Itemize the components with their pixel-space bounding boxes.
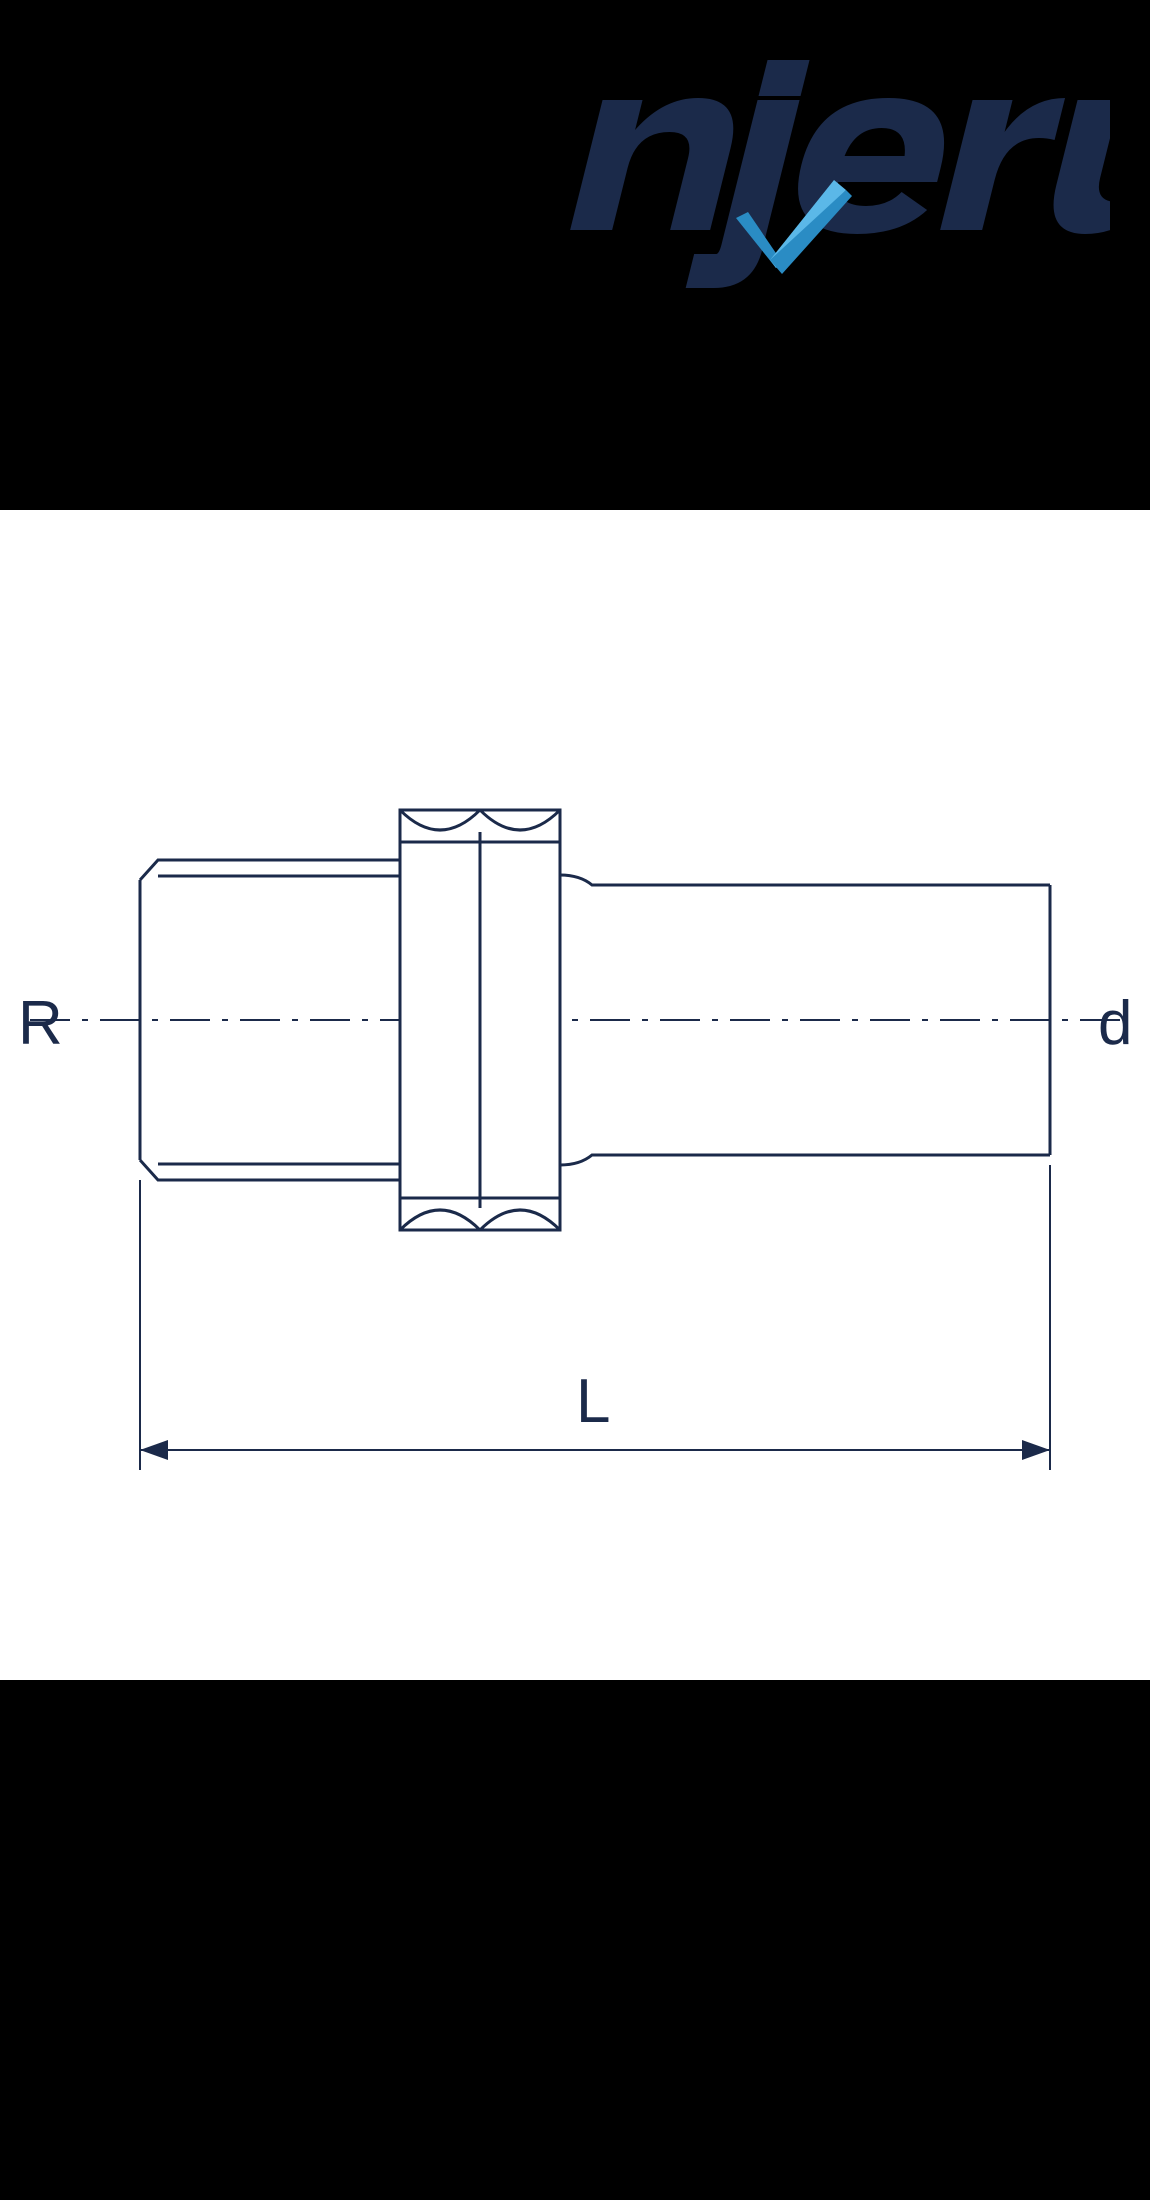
label-d: d bbox=[1098, 988, 1132, 1059]
fitting-drawing-svg bbox=[0, 510, 1150, 1680]
hex-section bbox=[400, 810, 560, 1230]
nieruf-logo-svg bbox=[550, 30, 1110, 310]
technical-drawing: R d L bbox=[0, 510, 1150, 1680]
brand-logo bbox=[550, 30, 1110, 310]
label-L: L bbox=[576, 1366, 610, 1437]
label-R: R bbox=[18, 988, 63, 1059]
page-root: { "logo": { "text": "nieruf", "primary_c… bbox=[0, 0, 1150, 2200]
